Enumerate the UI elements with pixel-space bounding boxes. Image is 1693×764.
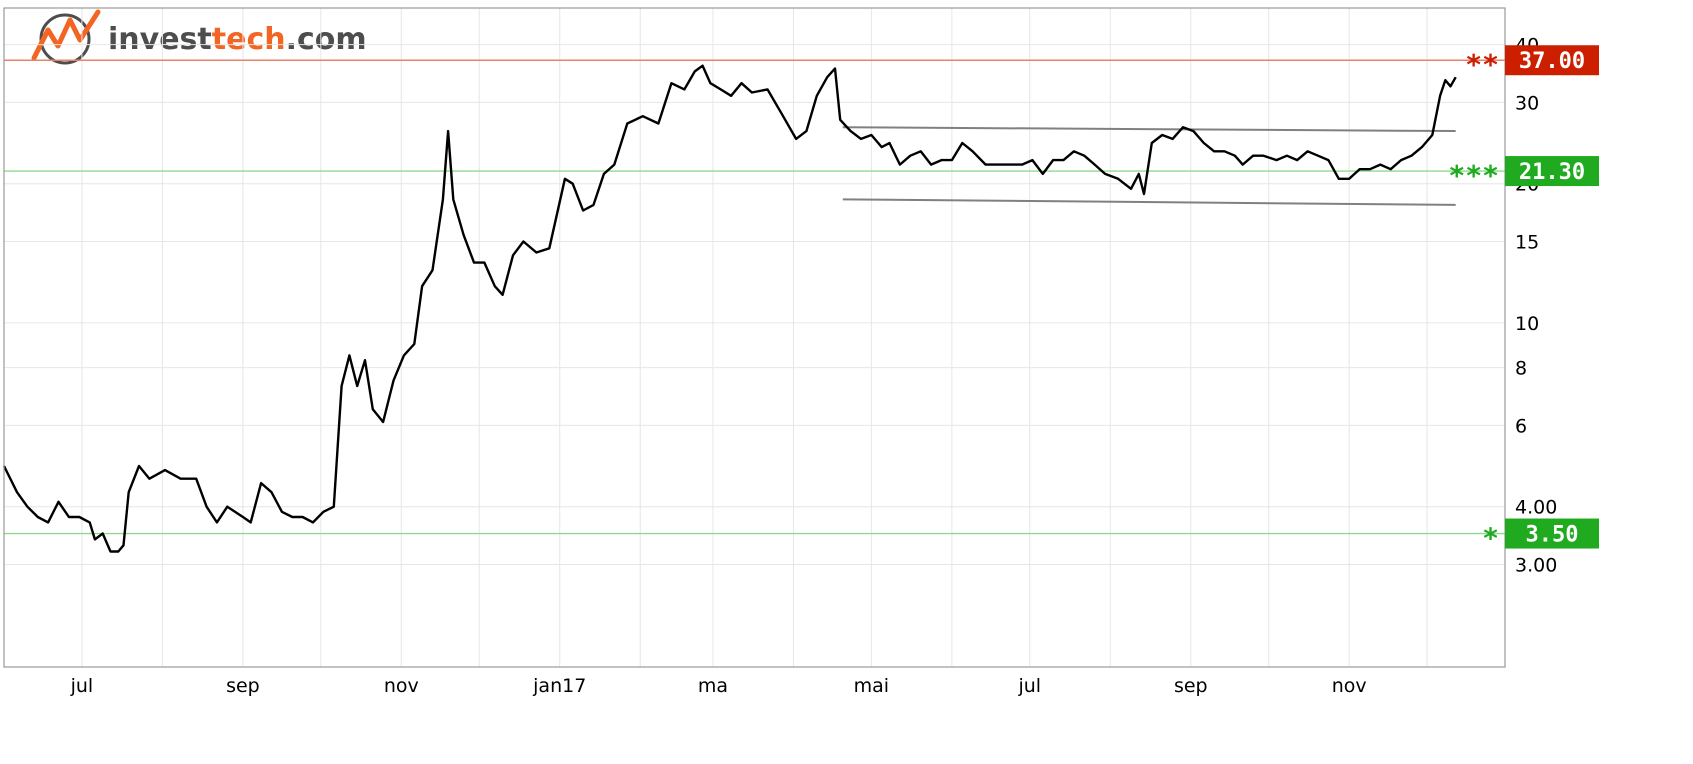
- level-label-box: [1505, 518, 1599, 549]
- x-tick-label: jul: [70, 675, 94, 697]
- x-axis: jul sep nov jan17 ma mai jul sep nov: [70, 675, 1367, 697]
- series: [2, 64, 1457, 553]
- level-lines: [4, 59, 1505, 535]
- trend-line: [842, 198, 1456, 206]
- level-label-stars: *: [1482, 522, 1499, 555]
- trend-line: [842, 126, 1456, 133]
- logo-mark-icon: [31, 9, 101, 65]
- y-tick-label: 15: [1515, 231, 1539, 253]
- level-label-stars: **: [1465, 48, 1499, 81]
- level-labels: 37.00 ** 21.30 *** 3.50 *: [1448, 45, 1599, 555]
- logo-text-invest: invest: [108, 22, 212, 57]
- investtech-logo: investtech.com: [31, 9, 367, 65]
- x-tick-label: jul: [1017, 675, 1041, 697]
- x-tick-label: ma: [698, 675, 728, 697]
- logo-text-com: .com: [286, 22, 367, 57]
- trend-lines: [842, 126, 1456, 206]
- y-tick-label: 4.00: [1515, 497, 1557, 519]
- level-label-box: [1505, 45, 1599, 76]
- level-label-value: 3.50: [1526, 523, 1579, 548]
- level-label-value: 21.30: [1519, 160, 1585, 185]
- y-tick-label: 10: [1515, 313, 1539, 335]
- level-label-value: 37.00: [1519, 49, 1585, 74]
- y-tick-label: 8: [1515, 358, 1527, 380]
- y-tick-label: 3.00: [1515, 554, 1557, 576]
- x-tick-label: nov: [1332, 675, 1367, 697]
- y-tick-label: 30: [1515, 92, 1539, 114]
- x-tick-label: mai: [854, 675, 889, 697]
- plot-frame: [3, 7, 1506, 668]
- grid: [4, 8, 1505, 667]
- x-tick-label: sep: [1174, 675, 1208, 697]
- logo-wordmark: investtech.com: [108, 22, 367, 57]
- x-tick-label: jan17: [532, 675, 586, 697]
- price-series-line: [2, 64, 1457, 553]
- x-tick-label: nov: [384, 675, 419, 697]
- y-axis: 3.004.00681015203040: [1515, 35, 1557, 577]
- logo-text-tech: tech: [212, 22, 286, 57]
- level-label-box: [1505, 156, 1599, 187]
- x-tick-label: sep: [226, 675, 260, 697]
- level-label-stars: ***: [1448, 159, 1499, 192]
- y-tick-label: 6: [1515, 415, 1527, 437]
